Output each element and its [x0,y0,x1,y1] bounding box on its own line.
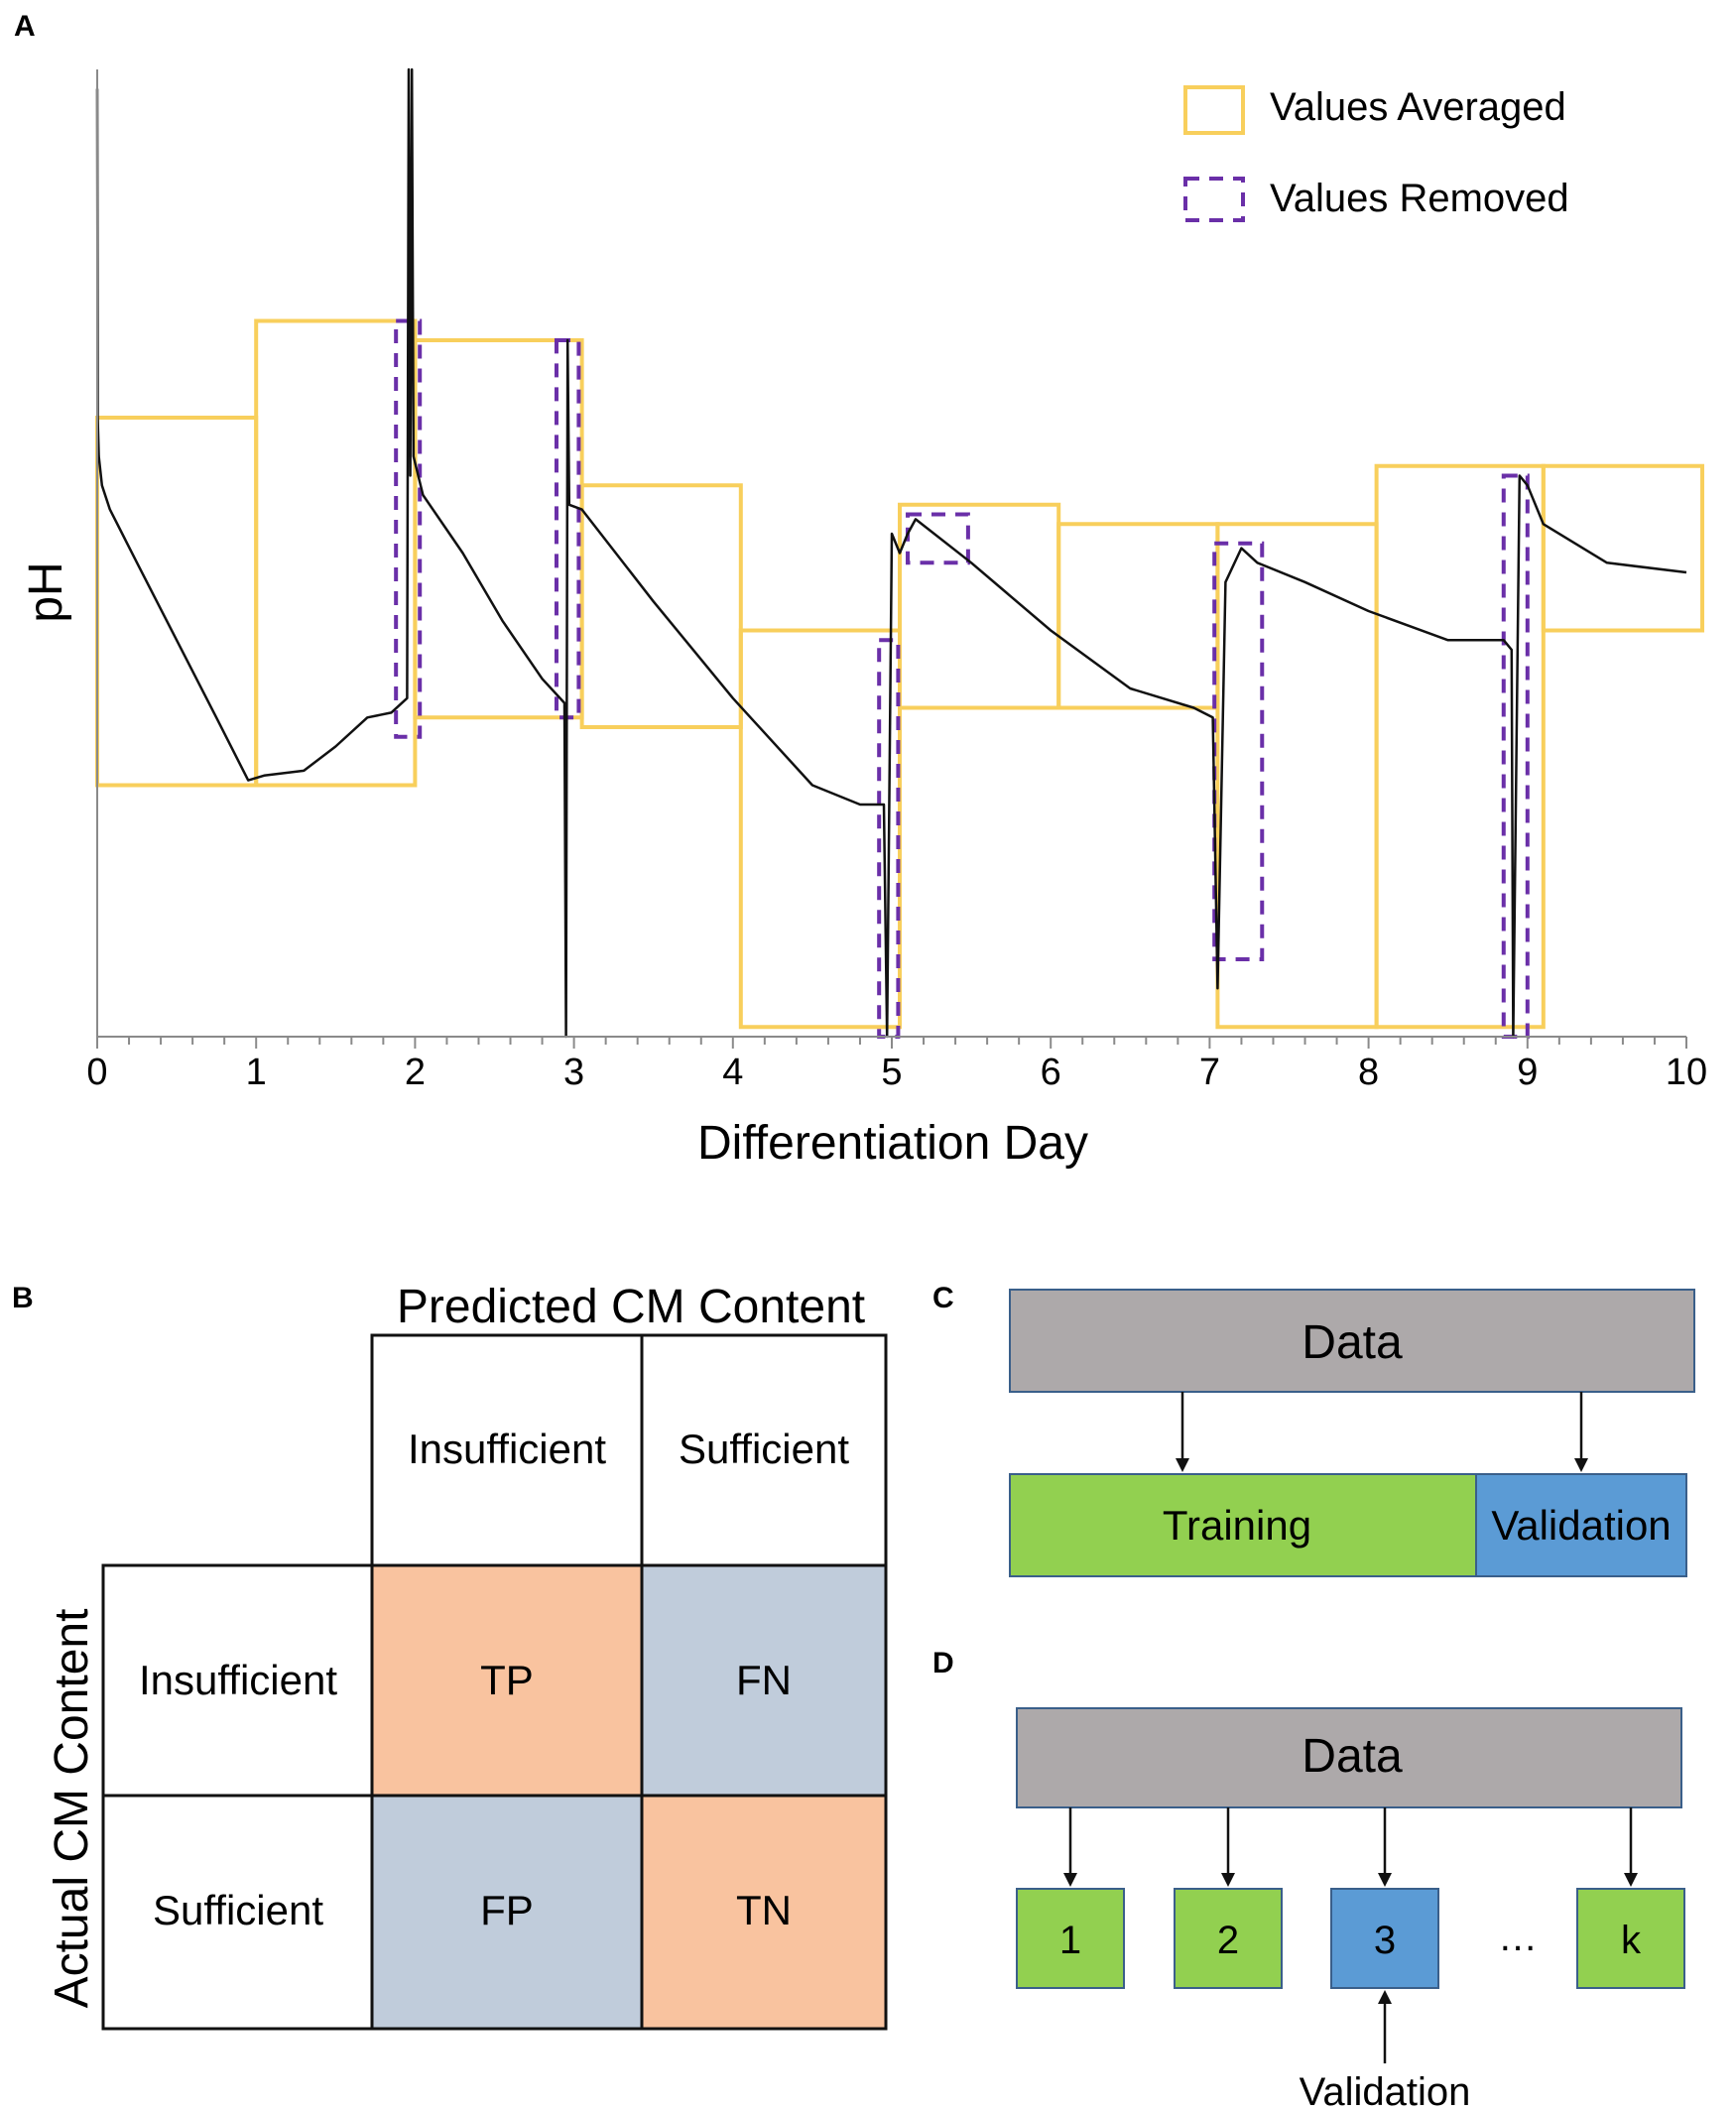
x-tick-label: 2 [405,1052,426,1093]
row-header-insufficient [101,1563,374,1798]
row-header-sufficient [101,1794,374,2031]
legend-swatch-averaged [1183,85,1245,135]
fold-3-label: 3 [1374,1919,1396,1962]
actual-header: Actual CM Content [46,1609,98,2009]
x-tick-label: 9 [1517,1052,1538,1093]
x-tick-label: 3 [563,1052,584,1093]
y-axis-label: pH [20,561,72,622]
cell-fp [370,1794,644,2031]
cell-tn [640,1794,888,2031]
x-tick-label: 10 [1666,1052,1707,1093]
cell-label-tn: TN [736,1887,792,1933]
fold-k-box [1576,1888,1685,1989]
holdout-diagram: Data Training Validation [1009,1289,1695,1577]
legend: Values Averaged Values Removed [1183,85,1569,222]
averaged-box-9 [1374,463,1546,1030]
holdout-arrowhead-training [1176,1458,1189,1472]
ph-traces [95,67,1687,1039]
averaged-box-7 [1056,522,1220,710]
column-label-sufficient: Sufficient [679,1426,849,1472]
ph-chart: 0 1 2 3 4 5 6 7 8 9 10 Differentiation Day pH Valu… [20,67,1707,1170]
averaged-boxes [95,318,1705,1030]
fold-1-label: 1 [1059,1919,1081,1962]
holdout-arrowhead-validation [1574,1458,1588,1472]
x-tick-label: 1 [246,1052,267,1093]
x-tick-label: 5 [881,1052,902,1093]
averaged-box-4 [579,483,743,729]
averaged-box-1 [95,416,259,788]
x-tick-label: 8 [1358,1052,1379,1093]
panel-label-b: B [12,1282,34,1314]
validation-fold-arrowhead [1378,1990,1392,2004]
confusion-matrix: Predicted CM Content Actual CM Content I… [46,1281,888,2031]
series-line-1 [95,67,1687,1039]
fold-2-arrowhead [1221,1873,1235,1887]
cell-label-tp: TP [480,1657,534,1703]
fold-3-box-validation [1330,1888,1439,1989]
fold-1-box [1016,1888,1125,1989]
averaged-box-10 [1541,463,1705,633]
validation-box [1475,1473,1687,1577]
holdout-data-label: Data [1302,1316,1403,1369]
kfold-diagram: Data 1 2 3 … k Validation [1016,1707,1685,2112]
holdout-data-box [1009,1289,1695,1393]
x-tick-label: 4 [722,1052,743,1093]
panel-label-c: C [932,1282,954,1314]
x-axis-tick-labels: 0 1 2 3 4 5 6 7 8 9 10 [86,1052,1707,1093]
fold-k-label: k [1621,1919,1642,1962]
fold-2-label: 2 [1217,1919,1239,1962]
header-cell-insufficient [370,1333,644,1567]
legend-swatch-removed [1183,177,1245,222]
cell-tp [370,1563,644,1798]
x-tick-label: 7 [1199,1052,1220,1093]
averaged-box-2 [254,318,418,788]
x-axis-label: Differentiation Day [697,1117,1088,1170]
removed-box-4 [906,512,970,565]
cell-label-fn: FN [736,1657,792,1703]
averaged-box-6 [898,502,1061,710]
training-box [1009,1473,1477,1577]
fold-2-box [1174,1888,1283,1989]
x-tick-label: 0 [86,1052,107,1093]
panel-label-d: D [932,1647,954,1679]
x-axis-ticks [96,1037,1687,1049]
fold-3-arrowhead [1378,1873,1392,1887]
x-tick-label: 6 [1041,1052,1061,1093]
header-cell-sufficient [640,1333,888,1567]
training-label: Training [1163,1502,1311,1549]
kfold-data-label: Data [1302,1730,1403,1783]
averaged-box-5 [738,628,903,1030]
kfold-validation-label: Validation [1300,2070,1471,2112]
column-label-insufficient: Insufficient [408,1426,606,1472]
cell-label-fp: FP [480,1887,534,1933]
fold-1-arrowhead [1063,1873,1077,1887]
fold-ellipsis: … [1498,1916,1538,1959]
row-label-sufficient: Sufficient [153,1887,323,1933]
averaged-box-8 [1215,522,1379,1030]
removed-box-3 [877,638,901,1039]
row-label-insufficient: Insufficient [139,1657,337,1703]
validation-label: Validation [1491,1502,1671,1549]
legend-label-averaged: Values Averaged [1270,85,1566,129]
kfold-data-box [1016,1707,1682,1808]
fold-k-arrowhead [1624,1873,1638,1887]
panel-label-a: A [14,10,36,43]
cell-fn [640,1563,888,1798]
predicted-header: Predicted CM Content [397,1281,865,1333]
legend-label-removed: Values Removed [1270,177,1569,220]
